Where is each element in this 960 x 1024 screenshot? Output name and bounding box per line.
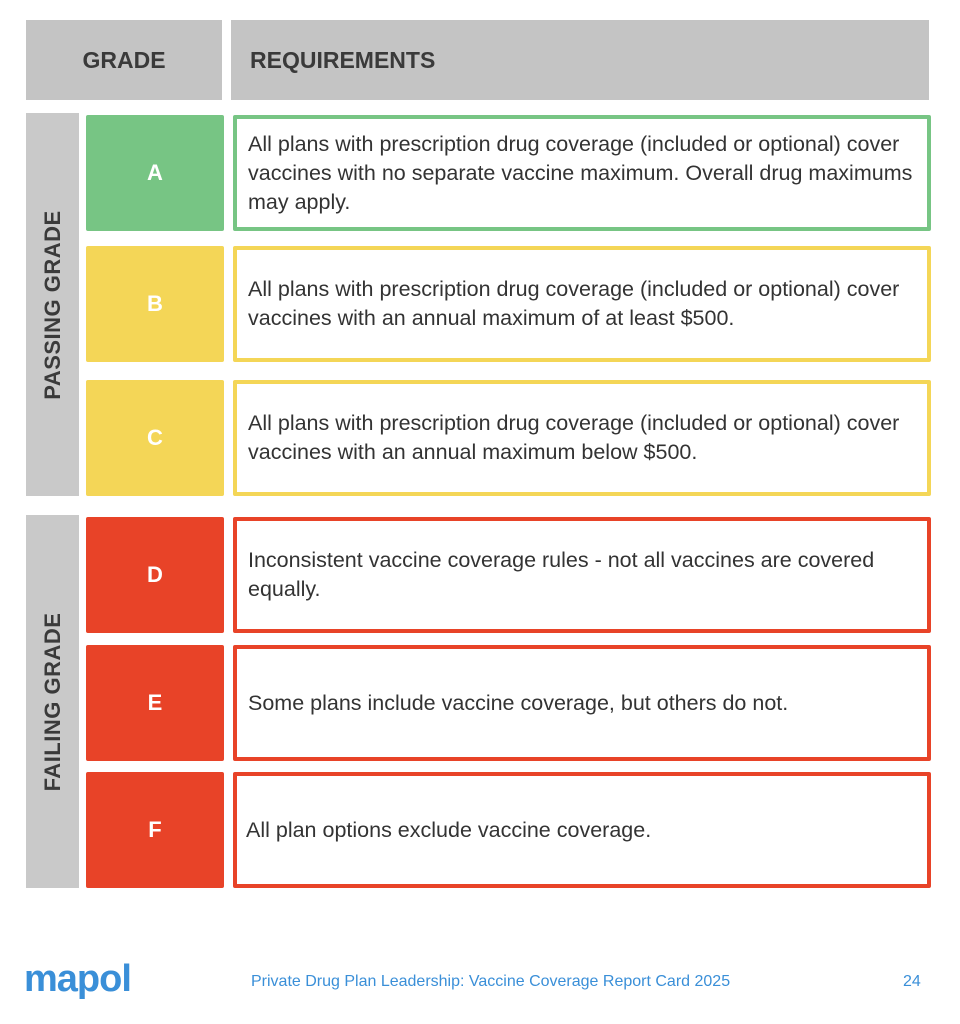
grade-a-requirement: All plans with prescription drug coverag… bbox=[233, 115, 931, 231]
requirement-text: All plans with prescription drug coverag… bbox=[248, 277, 900, 330]
requirement-text: All plans with prescription drug coverag… bbox=[248, 131, 913, 214]
mapol-logo: mapol bbox=[24, 958, 132, 1000]
failing-grade-text: FAILING GRADE bbox=[39, 612, 65, 791]
requirements-column-header: REQUIREMENTS bbox=[231, 20, 929, 100]
requirements-header-label: REQUIREMENTS bbox=[250, 46, 436, 73]
page-number: 24 bbox=[903, 973, 921, 990]
footer-title: Private Drug Plan Leadership: Vaccine Co… bbox=[251, 973, 731, 990]
grade-c-badge: C bbox=[86, 380, 224, 496]
grade-d-requirement: Inconsistent vaccine coverage rules - no… bbox=[233, 517, 931, 633]
grade-e-requirement: Some plans include vaccine coverage, but… bbox=[233, 645, 931, 761]
grade-f-badge: F bbox=[86, 772, 224, 888]
grade-column-header: GRADE bbox=[26, 20, 222, 100]
grade-b-badge: B bbox=[86, 246, 224, 362]
passing-grade-text: PASSING GRADE bbox=[39, 209, 65, 400]
requirement-text: Some plans include vaccine coverage, but… bbox=[248, 690, 789, 715]
grade-f-requirement: All plan options exclude vaccine coverag… bbox=[233, 772, 931, 888]
failing-grade-label: FAILING GRADE bbox=[26, 515, 79, 888]
grade-c-requirement: All plans with prescription drug coverag… bbox=[233, 380, 931, 496]
requirement-text: All plan options exclude vaccine coverag… bbox=[246, 817, 652, 842]
grade-header-label: GRADE bbox=[82, 46, 166, 73]
grade-d-badge: D bbox=[86, 517, 224, 633]
passing-grade-label: PASSING GRADE bbox=[26, 113, 79, 496]
requirement-text: Inconsistent vaccine coverage rules - no… bbox=[248, 548, 875, 601]
grade-e-badge: E bbox=[86, 645, 224, 761]
grade-a-badge: A bbox=[86, 115, 224, 231]
grade-b-requirement: All plans with prescription drug coverag… bbox=[233, 246, 931, 362]
requirement-text: All plans with prescription drug coverag… bbox=[248, 411, 900, 464]
